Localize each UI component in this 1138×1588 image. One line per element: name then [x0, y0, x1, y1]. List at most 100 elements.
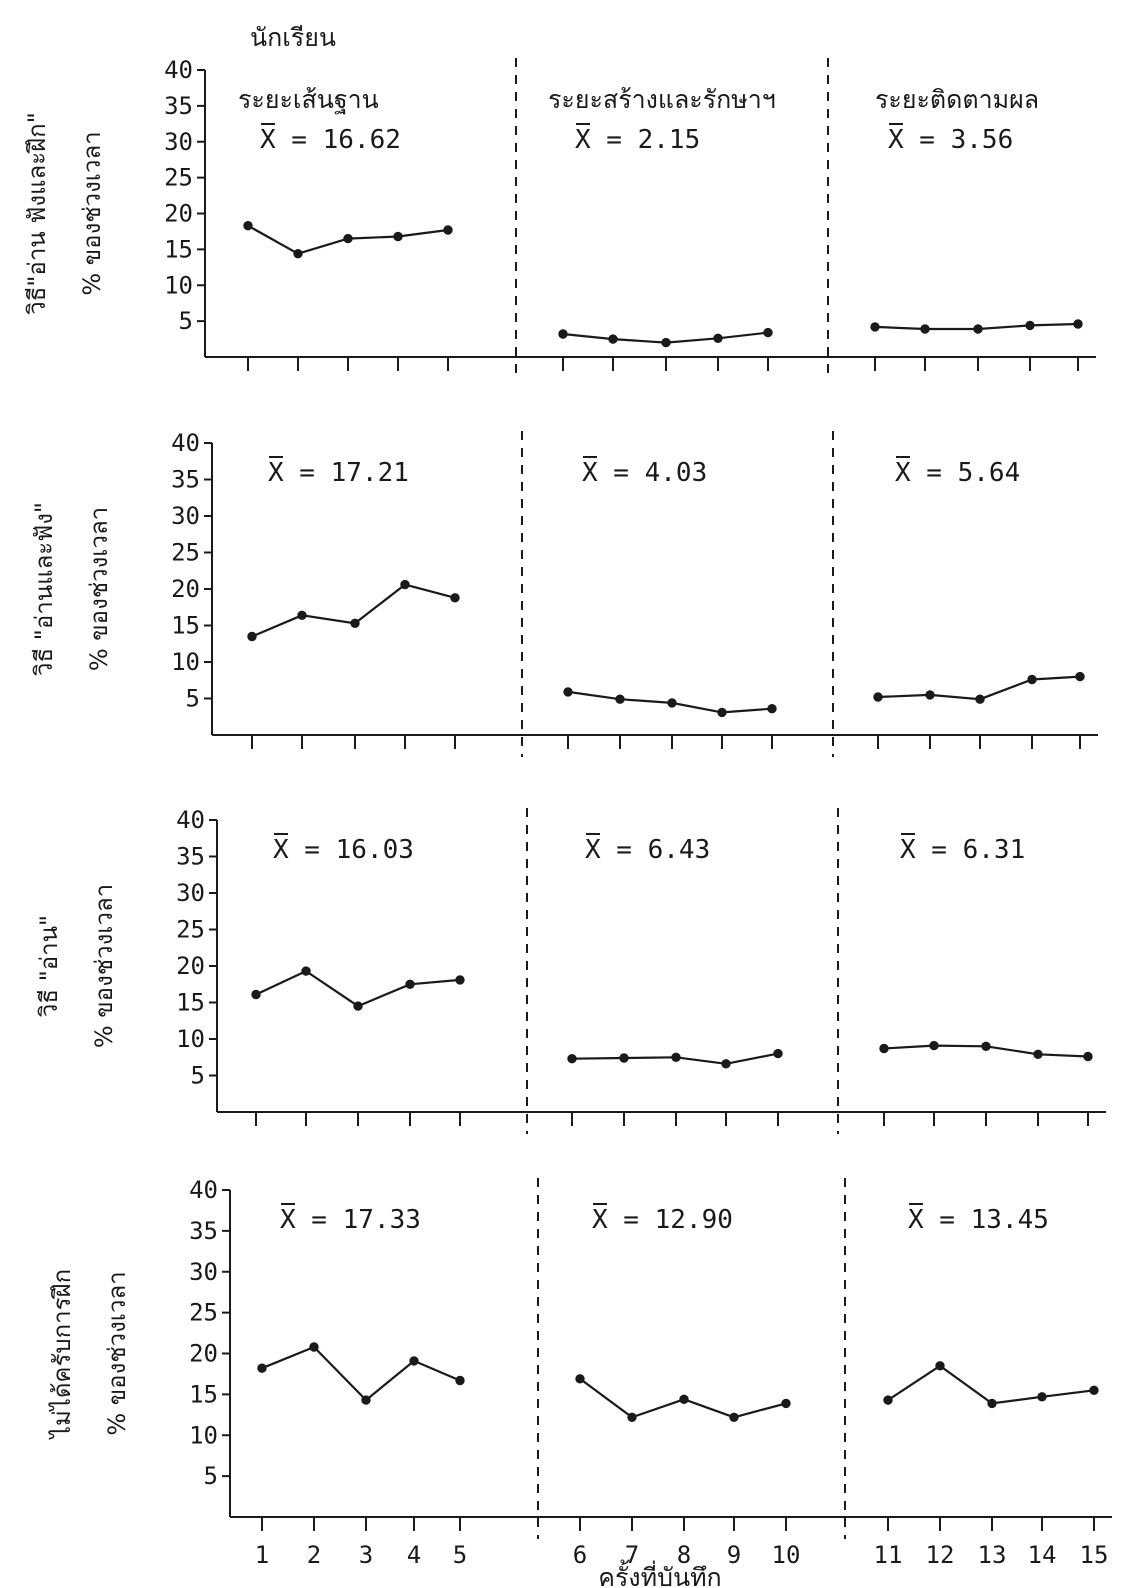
data-point-session-11 — [883, 1395, 893, 1405]
data-point-session-6 — [575, 1374, 585, 1384]
x-tick-label: 4 — [407, 1541, 421, 1569]
data-point-session-13 — [981, 1041, 991, 1052]
data-point-session-7 — [619, 1053, 629, 1063]
y-tick-label: 40 — [189, 1176, 218, 1204]
y-tick-label: 20 — [189, 1340, 218, 1368]
data-point-session-11 — [873, 692, 883, 702]
series-line-phase-3 — [887, 1364, 1095, 1405]
data-point-session-15 — [1083, 1051, 1093, 1062]
y-tick-label: 25 — [189, 1299, 218, 1327]
y-tick-label: 10 — [189, 1421, 218, 1449]
data-point-session-11 — [870, 322, 880, 332]
x-tick-label: 13 — [978, 1541, 1007, 1569]
data-point-session-2 — [309, 1342, 319, 1352]
phase-mean-label: X = 13.45 — [908, 1205, 1049, 1235]
data-point-session-10 — [781, 1398, 791, 1409]
panel-2: 5 10 15 20 25 30 35 40 วิธี "อ่านและฟัง" % ของช่ว… — [30, 429, 1098, 757]
data-point-session-14 — [1027, 674, 1037, 685]
data-point-session-12 — [935, 1361, 945, 1371]
data-point-session-9 — [721, 1059, 731, 1069]
phase-mean-label: X = 3.56 — [888, 125, 1013, 155]
y-tick-label: 30 — [171, 502, 200, 530]
data-point-session-14 — [1033, 1049, 1043, 1060]
y-tick-label: 40 — [164, 56, 193, 84]
x-tick-label: 10 — [772, 1541, 801, 1569]
data-point-session-6 — [563, 687, 573, 697]
data-point-session-7 — [627, 1412, 637, 1423]
x-tick-label: 7 — [625, 1541, 639, 1569]
y-tick-label: 10 — [171, 648, 200, 676]
data-point-session-8 — [661, 337, 671, 348]
x-tick-label: 6 — [573, 1541, 587, 1569]
y-tick-label: 5 — [191, 1062, 205, 1090]
data-point-session-6 — [558, 329, 568, 339]
panel-1: 5 10 15 20 25 30 35 40 วิธี"อ่าน ฟังและฝึก" % ของ… — [23, 56, 1096, 379]
y-axis-label: วิธี "อ่านและฟัง" — [30, 502, 58, 676]
data-point-session-15 — [1075, 671, 1085, 682]
y-axis-sublabel: % ของช่วงเวลา — [78, 131, 106, 295]
data-point-session-3 — [350, 618, 360, 628]
phase-mean-label: X = 4.03 — [582, 458, 707, 488]
y-tick-label: 10 — [176, 1025, 205, 1053]
x-tick-label: 11 — [874, 1541, 903, 1569]
y-axis-sublabel: % ของช่วงเวลา — [85, 507, 113, 671]
data-point-session-10 — [763, 327, 773, 338]
y-tick-label: 5 — [204, 1462, 218, 1490]
data-point-session-9 — [717, 707, 727, 718]
y-tick-label: 25 — [176, 916, 205, 944]
y-tick-label: 20 — [171, 575, 200, 603]
x-axis-label: ครั้งที่บันทึก — [598, 1559, 721, 1588]
data-point-session-4 — [405, 979, 415, 989]
series-line-phase-1 — [255, 969, 461, 1008]
y-axis-sublabel: % ของช่วงเวลา — [90, 884, 118, 1048]
phase-mean-label: X = 2.15 — [575, 125, 700, 155]
data-point-session-2 — [293, 249, 303, 259]
data-point-session-13 — [987, 1398, 997, 1409]
data-point-session-7 — [615, 694, 625, 704]
data-point-session-7 — [608, 334, 618, 344]
data-point-session-15 — [1073, 319, 1083, 329]
y-tick-label: 15 — [164, 235, 193, 263]
y-tick-label: 30 — [189, 1258, 218, 1286]
data-point-session-11 — [879, 1043, 889, 1054]
y-tick-label: 35 — [176, 843, 205, 871]
data-point-session-1 — [247, 631, 257, 642]
data-point-session-14 — [1037, 1392, 1047, 1402]
y-tick-label: 35 — [189, 1217, 218, 1245]
data-point-session-3 — [361, 1395, 371, 1405]
y-tick-label: 40 — [171, 429, 200, 457]
phase-mean-label: X = 17.33 — [280, 1205, 421, 1235]
data-point-session-6 — [567, 1054, 577, 1064]
phase-mean-label: X = 16.62 — [260, 125, 401, 155]
y-tick-label: 25 — [164, 164, 193, 192]
data-point-session-2 — [297, 610, 307, 620]
panel-3: 5 10 15 20 25 30 35 40 วิธี "อ่าน" % ของช่วงเวลา X… — [35, 806, 1106, 1134]
data-point-session-9 — [729, 1412, 739, 1423]
data-point-session-10 — [773, 1048, 783, 1059]
data-point-session-5 — [450, 593, 460, 603]
y-axis-label: วิธี "อ่าน" — [35, 915, 63, 1018]
y-tick-label: 20 — [164, 200, 193, 228]
y-axis-label: ไม่ได้ครับการฝึก — [48, 1269, 76, 1440]
phase-mean-label: X = 12.90 — [592, 1205, 733, 1235]
data-point-session-5 — [455, 1375, 465, 1386]
data-point-session-1 — [251, 989, 261, 1000]
data-point-session-12 — [929, 1040, 939, 1051]
x-tick-label: 15 — [1080, 1541, 1109, 1569]
y-tick-label: 30 — [176, 879, 205, 907]
y-tick-label: 15 — [176, 989, 205, 1017]
data-point-session-8 — [671, 1052, 681, 1063]
student-label: นักเรียน — [250, 23, 336, 52]
y-tick-label: 10 — [164, 271, 193, 299]
series-line-phase-1 — [251, 583, 456, 638]
x-tick-label: 9 — [727, 1541, 741, 1569]
phase-mean-label: X = 5.64 — [895, 458, 1020, 488]
y-tick-label: 30 — [164, 128, 193, 156]
data-point-session-8 — [667, 698, 677, 708]
x-tick-label: 8 — [677, 1541, 691, 1569]
phase-mean-label: X = 6.43 — [585, 835, 710, 865]
data-point-session-4 — [393, 231, 403, 242]
